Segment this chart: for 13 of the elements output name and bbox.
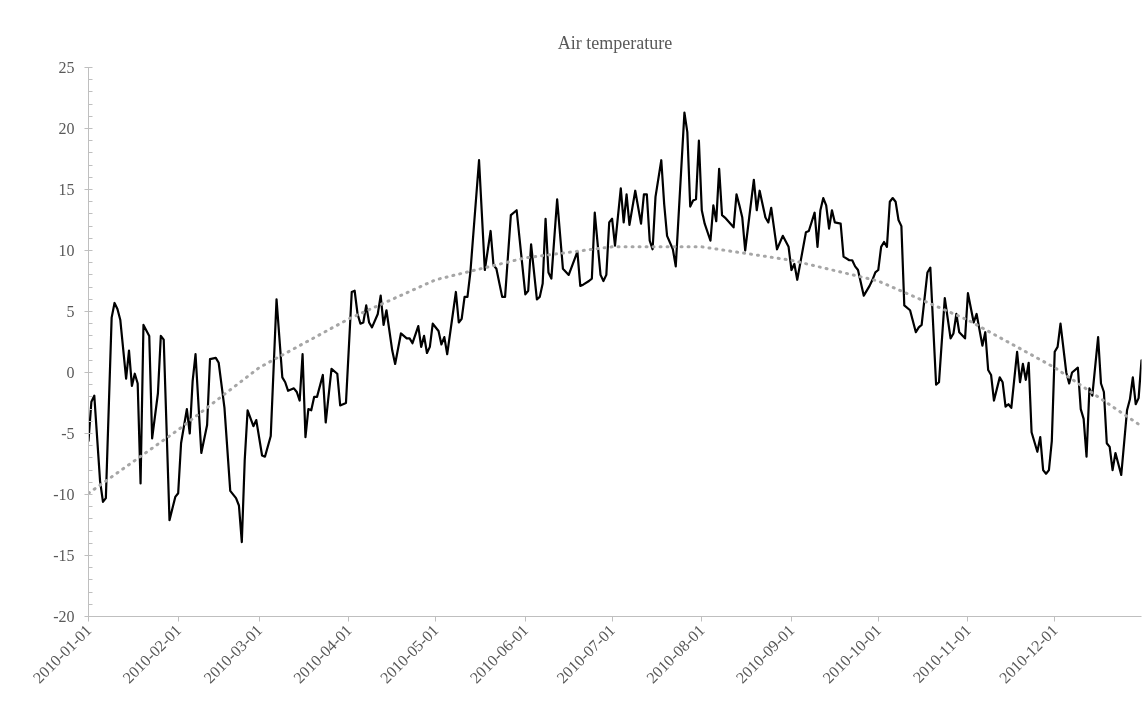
y-tick-label: -10	[53, 486, 75, 503]
chart-title: Air temperature	[557, 32, 673, 53]
y-tick-label: -5	[61, 425, 75, 442]
y-tick-label: 20	[58, 120, 75, 137]
line-series	[88, 245, 1142, 495]
line-series	[88, 111, 1142, 544]
y-tick-label: -20	[53, 608, 75, 625]
y-tick-label: 15	[58, 181, 75, 198]
y-tick-label: 10	[58, 242, 75, 259]
y-tick-label: 5	[66, 303, 75, 320]
y-tick-label: 0	[66, 364, 75, 381]
y-tick-label: 25	[58, 59, 75, 76]
y-tick-label: -15	[53, 547, 75, 564]
